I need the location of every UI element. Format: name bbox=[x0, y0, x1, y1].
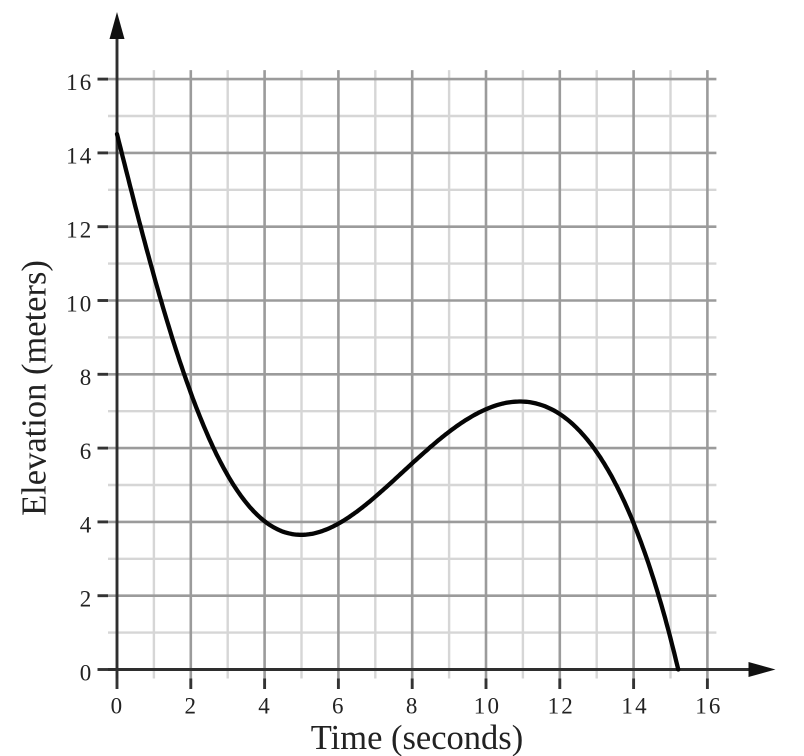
svg-text:8: 8 bbox=[80, 365, 94, 390]
svg-text:6: 6 bbox=[332, 694, 346, 719]
svg-text:10: 10 bbox=[66, 291, 93, 316]
svg-text:14: 14 bbox=[621, 694, 648, 719]
svg-text:2: 2 bbox=[184, 694, 198, 719]
svg-text:12: 12 bbox=[66, 218, 93, 243]
svg-text:2: 2 bbox=[80, 587, 94, 612]
svg-text:4: 4 bbox=[80, 513, 94, 538]
svg-text:0: 0 bbox=[80, 660, 94, 685]
svg-text:8: 8 bbox=[406, 694, 420, 719]
svg-text:12: 12 bbox=[548, 694, 575, 719]
svg-text:14: 14 bbox=[66, 144, 93, 169]
svg-text:6: 6 bbox=[80, 439, 94, 464]
svg-text:16: 16 bbox=[695, 694, 722, 719]
svg-text:Elevation (meters): Elevation (meters) bbox=[15, 260, 53, 516]
svg-text:0: 0 bbox=[111, 694, 125, 719]
svg-text:Time (seconds): Time (seconds) bbox=[311, 719, 523, 756]
svg-text:16: 16 bbox=[66, 70, 93, 95]
svg-text:4: 4 bbox=[258, 694, 272, 719]
svg-text:10: 10 bbox=[474, 694, 501, 719]
